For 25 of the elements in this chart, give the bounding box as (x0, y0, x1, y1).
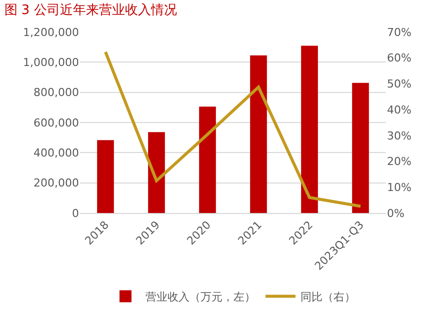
bar (97, 140, 114, 213)
bar (148, 132, 165, 213)
y-tick-label: 400,000 (34, 146, 79, 160)
legend-label: 同比（右） (300, 290, 356, 304)
y-tick-label: 0 (72, 206, 79, 220)
chart-title: 图 3 公司近年来营业收入情况 (4, 2, 177, 18)
y-tick-label: 1,000,000 (23, 56, 79, 70)
y2-tick-label: 20% (387, 155, 412, 168)
y-tick-label: 600,000 (34, 116, 79, 130)
y-tick-label: 1,200,000 (23, 26, 79, 39)
y2-tick-label: 0% (387, 206, 404, 220)
y2-tick-label: 60% (387, 52, 412, 65)
y2-tick-label: 40% (387, 103, 412, 116)
legend-label: 营业收入（万元，左） (146, 290, 256, 304)
line-series (104, 50, 362, 208)
y-tick-label: 200,000 (34, 176, 79, 190)
y2-tick-label: 50% (387, 78, 412, 91)
y2-tick-label: 30% (387, 129, 412, 142)
bar (352, 82, 369, 213)
bar (301, 46, 318, 213)
y2-tick-label: 10% (387, 180, 412, 194)
y-tick-label: 800,000 (34, 86, 79, 100)
y2-tick-label: 70% (387, 26, 412, 39)
bar (250, 55, 267, 213)
bar (199, 106, 216, 213)
